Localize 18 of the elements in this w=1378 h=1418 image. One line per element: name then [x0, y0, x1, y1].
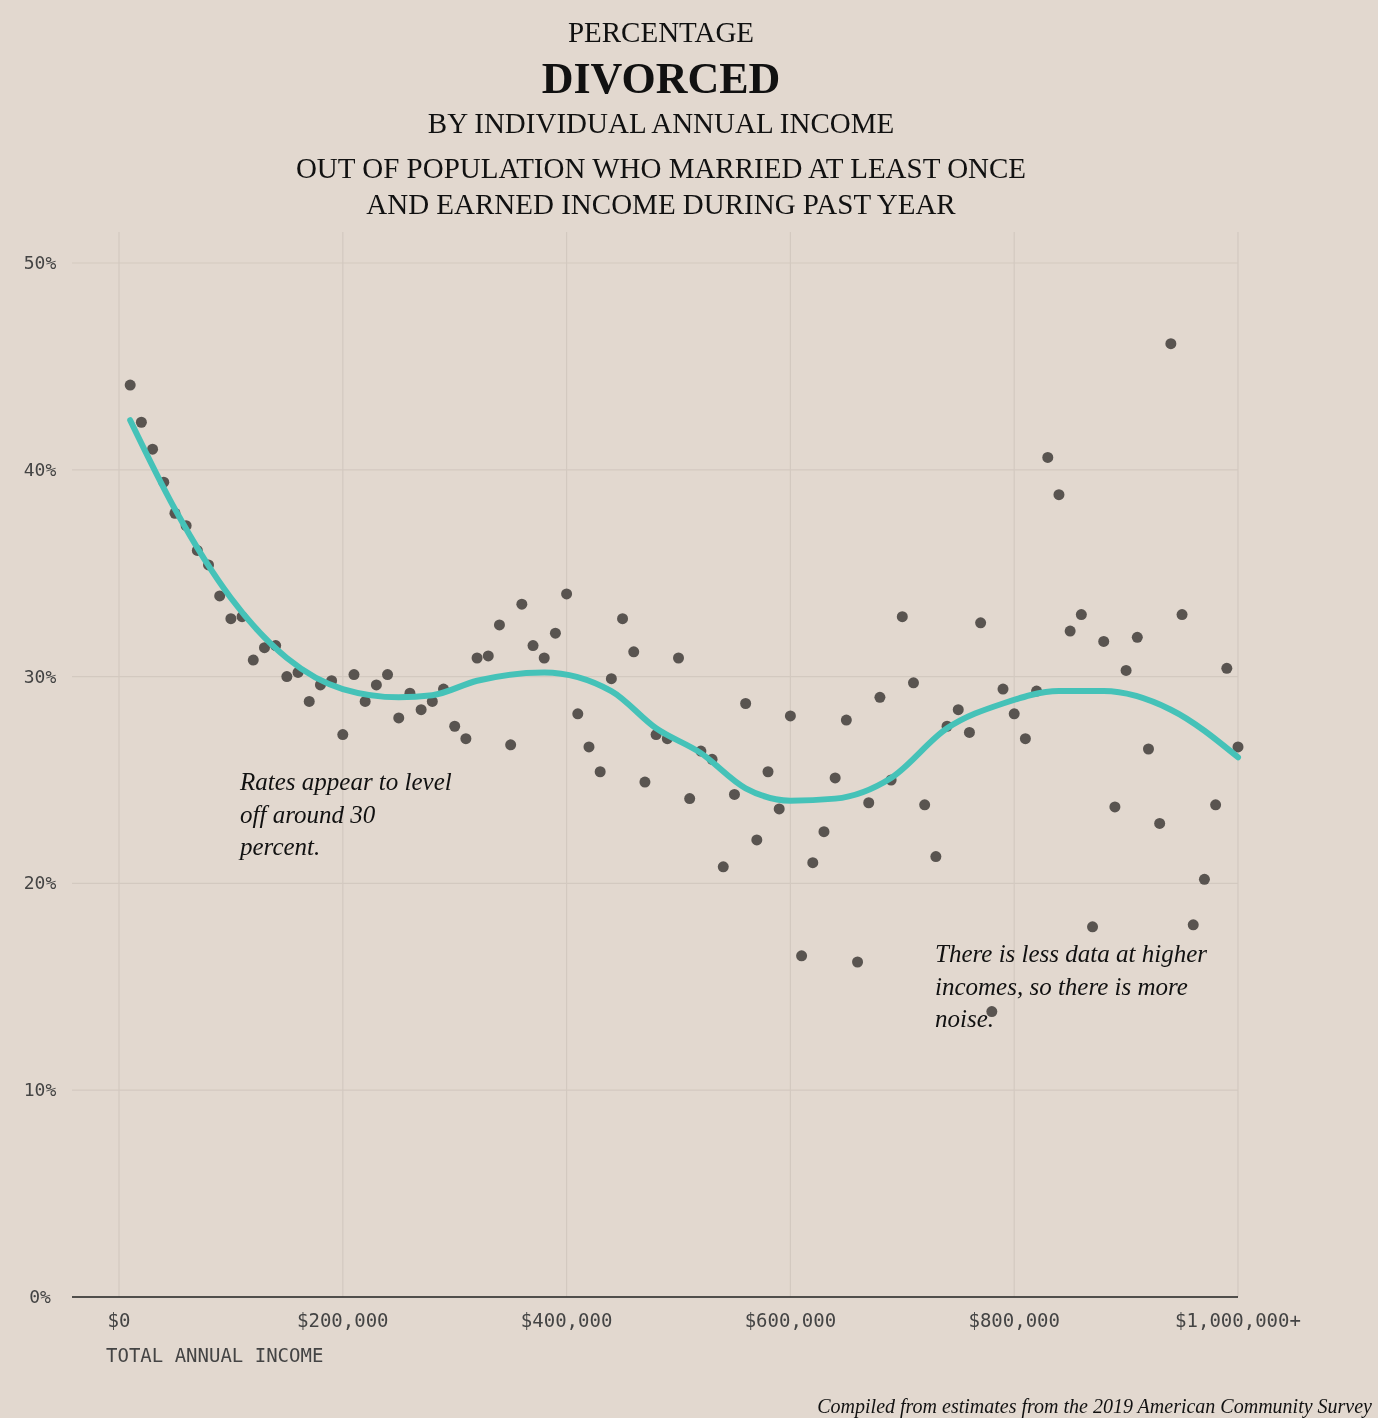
- y-tick-label: 30%: [23, 665, 57, 687]
- y-tick-label: 50%: [23, 252, 57, 274]
- x-axis-title: TOTAL ANNUAL INCOME: [106, 1344, 324, 1366]
- x-tick-label: $200,000: [297, 1309, 389, 1331]
- annotation: Rates appear to level off around 30 percent.: [238, 768, 452, 860]
- x-tick-label: $1,000,000+: [1175, 1309, 1301, 1331]
- x-tick-label: $800,000: [968, 1309, 1060, 1331]
- y-tick-label: 10%: [23, 1079, 57, 1101]
- chart-subtitle: OUT OF POPULATION WHO MARRIED AT LEAST ONCE AND EARNED INCOME DURING PAST YEAR: [295, 152, 1027, 220]
- y-tick-label: 0%: [29, 1286, 51, 1307]
- x-tick-label: $0: [107, 1309, 131, 1331]
- text: Compiled from estimates from the 2019 American Community Survey: [817, 1395, 1373, 1418]
- x-tick-label: $600,000: [744, 1309, 837, 1331]
- y-tick-label: 40%: [23, 458, 57, 480]
- annotation: There is less data at higher incomes, so there is more noise.: [935, 940, 1208, 1032]
- chart-title: PERCENTAGE DIVORCED BY INDIVIDUAL ANNUAL INCOME: [427, 16, 895, 139]
- y-tick-label: 20%: [23, 872, 57, 894]
- x-tick-label: $400,000: [520, 1309, 613, 1331]
